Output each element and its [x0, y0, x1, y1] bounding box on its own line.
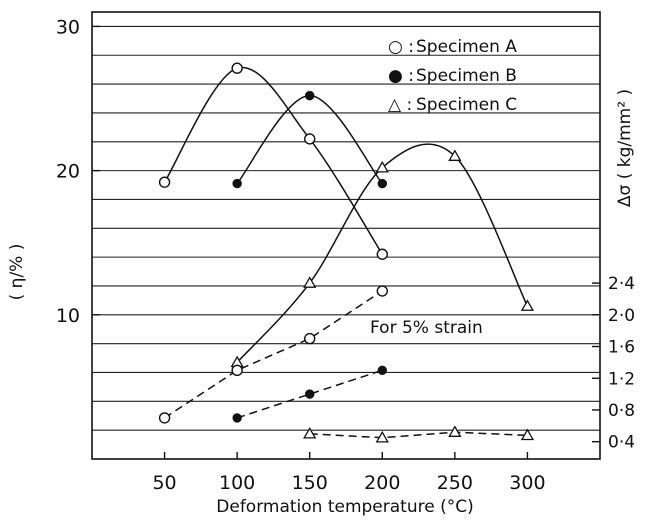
right-tick-label: 0·8: [608, 401, 635, 421]
legend-label-b: Specimen B: [416, 66, 517, 86]
marker-open-circle: [376, 248, 388, 260]
marker-open-triangle: [520, 299, 535, 311]
strain-annotation: For 5% strain: [370, 318, 483, 338]
y-tick-label: 30: [56, 16, 80, 38]
legend-symbol-a: ○ :: [388, 37, 414, 57]
y-tick-label: 20: [56, 161, 80, 183]
marker-open-circle: [231, 364, 243, 377]
right-tick-labels: 0·4 0·8 1·2 1·6 2·0 2·4: [592, 274, 635, 453]
x-tick-label: 200: [364, 472, 400, 494]
x-tick-label: 250: [437, 472, 473, 494]
legend-symbol-c: △ :: [388, 95, 412, 115]
legend: ○ : Specimen A ● : Specimen B △ : Specim…: [388, 37, 517, 115]
right-tick-label: 0·4: [608, 433, 635, 453]
marker-open-triangle: [375, 160, 389, 173]
x-tick-label: 150: [292, 472, 328, 494]
y-tick-labels: 10 20 30: [56, 16, 100, 327]
marker-open-triangle: [448, 425, 462, 437]
series-line-0: [163, 66, 383, 255]
x-tick-label: 50: [152, 472, 176, 494]
x-tick-label: 300: [509, 472, 545, 494]
legend-symbol-b: ● :: [388, 66, 414, 86]
marker-open-triangle: [303, 276, 317, 288]
marker-filled-circle: [377, 178, 387, 189]
marker-filled-circle: [305, 389, 315, 399]
marker-filled-circle: [305, 90, 315, 101]
series-markers: [158, 62, 535, 443]
marker-open-triangle: [448, 149, 462, 161]
marker-open-circle: [304, 133, 316, 145]
legend-item-c: △ : Specimen C: [388, 95, 517, 115]
right-axis-label: Δσ ( kg/mm² ): [615, 89, 635, 207]
y-axis-label: ( η/% ): [7, 244, 27, 301]
right-tick-label: 2·0: [608, 306, 635, 326]
right-tick-label: 1·6: [608, 338, 635, 358]
right-tick-label: 2·4: [608, 274, 635, 294]
legend-item-b: ● : Specimen B: [388, 66, 517, 86]
legend-label-a: Specimen A: [416, 37, 517, 57]
marker-open-circle: [304, 332, 316, 345]
x-tick-label: 100: [219, 472, 255, 494]
series-line-5: [309, 431, 528, 439]
legend-item-a: ○ : Specimen A: [388, 37, 517, 57]
plot-frame: [91, 11, 601, 460]
marker-open-triangle: [520, 428, 535, 441]
marker-open-triangle: [303, 426, 317, 439]
x-axis-label: Deformation temperature (°C): [216, 497, 473, 517]
series-line-3: [164, 290, 383, 419]
marker-filled-circle: [377, 365, 387, 376]
marker-open-circle: [158, 176, 171, 188]
marker-open-circle: [376, 285, 388, 297]
right-tick-label: 1·2: [608, 369, 635, 389]
x-tick-labels: 50 100 150 200 250 300: [152, 452, 546, 494]
legend-label-c: Specimen C: [416, 95, 517, 115]
grid-lines: [92, 25, 600, 431]
series-lines: [163, 66, 529, 439]
marker-open-circle: [231, 62, 243, 74]
marker-filled-circle: [232, 178, 242, 189]
marker-open-triangle: [375, 430, 389, 443]
marker-filled-circle: [232, 413, 242, 423]
marker-open-circle: [158, 412, 171, 424]
y-tick-label: 10: [56, 305, 80, 327]
